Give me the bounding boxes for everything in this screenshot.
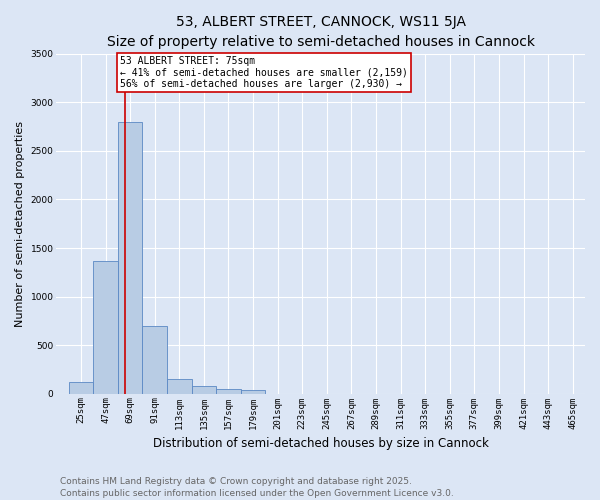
Text: 53 ALBERT STREET: 75sqm
← 41% of semi-detached houses are smaller (2,159)
56% of: 53 ALBERT STREET: 75sqm ← 41% of semi-de… [120,56,408,89]
Y-axis label: Number of semi-detached properties: Number of semi-detached properties [15,120,25,326]
Bar [167,378,191,394]
Bar [68,382,93,394]
Title: 53, ALBERT STREET, CANNOCK, WS11 5JA
Size of property relative to semi-detached : 53, ALBERT STREET, CANNOCK, WS11 5JA Siz… [107,15,535,48]
Bar [142,326,167,394]
Bar [216,390,241,394]
Bar [191,386,216,394]
Bar [118,122,142,394]
Bar [93,260,118,394]
Bar [241,390,265,394]
Text: Contains HM Land Registry data © Crown copyright and database right 2025.
Contai: Contains HM Land Registry data © Crown c… [60,476,454,498]
X-axis label: Distribution of semi-detached houses by size in Cannock: Distribution of semi-detached houses by … [153,437,488,450]
